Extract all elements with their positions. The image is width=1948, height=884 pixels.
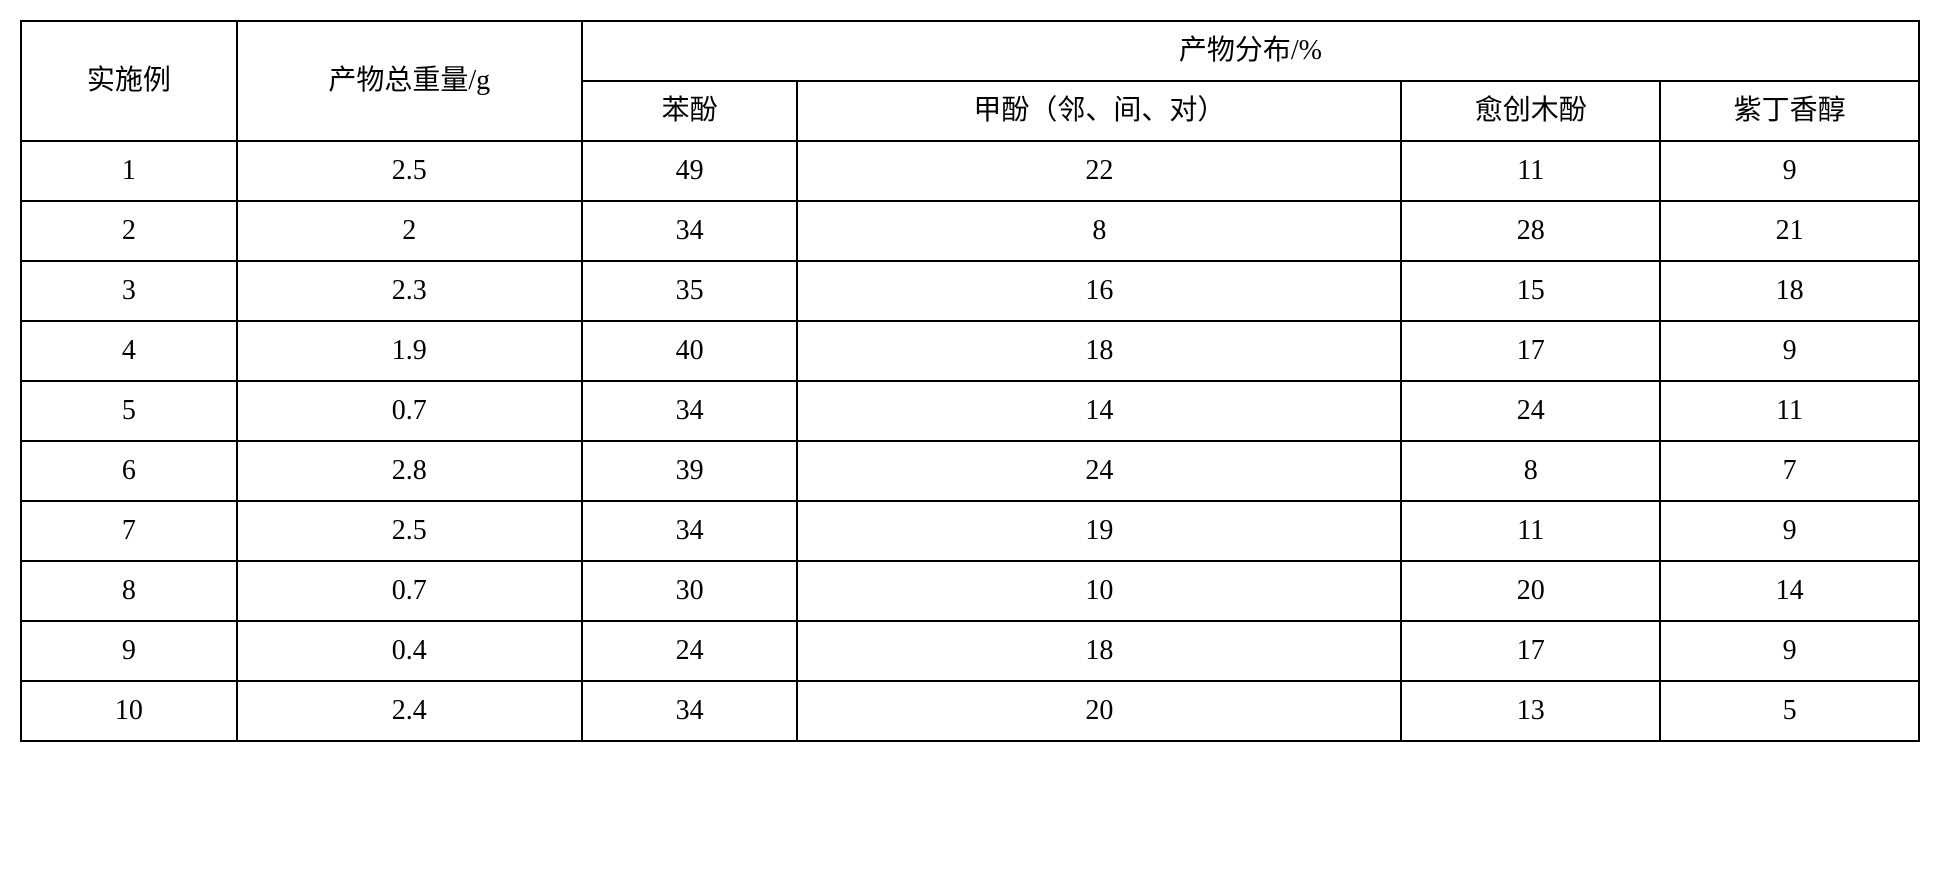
cell-example: 10 (21, 681, 237, 741)
cell-phenol: 35 (582, 261, 798, 321)
cell-example: 3 (21, 261, 237, 321)
cell-phenol: 34 (582, 201, 798, 261)
cell-example: 6 (21, 441, 237, 501)
cell-syringol: 9 (1660, 141, 1919, 201)
cell-cresol: 14 (797, 381, 1401, 441)
cell-guaiacol: 20 (1401, 561, 1660, 621)
cell-example: 8 (21, 561, 237, 621)
cell-guaiacol: 17 (1401, 621, 1660, 681)
header-row-1: 实施例 产物总重量/g 产物分布/% (21, 21, 1919, 81)
cell-guaiacol: 28 (1401, 201, 1660, 261)
cell-cresol: 18 (797, 321, 1401, 381)
cell-weight: 0.7 (237, 381, 582, 441)
cell-weight: 2 (237, 201, 582, 261)
cell-example: 1 (21, 141, 237, 201)
table-row: 5 0.7 34 14 24 11 (21, 381, 1919, 441)
table-row: 9 0.4 24 18 17 9 (21, 621, 1919, 681)
cell-syringol: 9 (1660, 321, 1919, 381)
table-row: 3 2.3 35 16 15 18 (21, 261, 1919, 321)
table-row: 2 2 34 8 28 21 (21, 201, 1919, 261)
header-syringol: 紫丁香醇 (1660, 81, 1919, 141)
cell-syringol: 5 (1660, 681, 1919, 741)
cell-guaiacol: 11 (1401, 141, 1660, 201)
cell-guaiacol: 13 (1401, 681, 1660, 741)
cell-weight: 0.4 (237, 621, 582, 681)
table-row: 4 1.9 40 18 17 9 (21, 321, 1919, 381)
cell-cresol: 8 (797, 201, 1401, 261)
table-body: 1 2.5 49 22 11 9 2 2 34 8 28 21 3 2.3 35… (21, 141, 1919, 741)
cell-guaiacol: 17 (1401, 321, 1660, 381)
header-guaiacol: 愈创木酚 (1401, 81, 1660, 141)
cell-phenol: 34 (582, 381, 798, 441)
cell-syringol: 21 (1660, 201, 1919, 261)
cell-weight: 2.8 (237, 441, 582, 501)
cell-syringol: 9 (1660, 501, 1919, 561)
cell-weight: 1.9 (237, 321, 582, 381)
cell-cresol: 18 (797, 621, 1401, 681)
table-row: 7 2.5 34 19 11 9 (21, 501, 1919, 561)
cell-guaiacol: 24 (1401, 381, 1660, 441)
cell-syringol: 9 (1660, 621, 1919, 681)
cell-phenol: 39 (582, 441, 798, 501)
cell-guaiacol: 8 (1401, 441, 1660, 501)
cell-cresol: 10 (797, 561, 1401, 621)
cell-phenol: 40 (582, 321, 798, 381)
cell-example: 9 (21, 621, 237, 681)
cell-weight: 2.3 (237, 261, 582, 321)
cell-cresol: 24 (797, 441, 1401, 501)
table-row: 6 2.8 39 24 8 7 (21, 441, 1919, 501)
cell-syringol: 18 (1660, 261, 1919, 321)
cell-cresol: 16 (797, 261, 1401, 321)
cell-phenol: 34 (582, 501, 798, 561)
cell-example: 2 (21, 201, 237, 261)
cell-example: 7 (21, 501, 237, 561)
cell-cresol: 22 (797, 141, 1401, 201)
cell-phenol: 49 (582, 141, 798, 201)
table-row: 10 2.4 34 20 13 5 (21, 681, 1919, 741)
cell-guaiacol: 11 (1401, 501, 1660, 561)
header-example: 实施例 (21, 21, 237, 141)
cell-phenol: 24 (582, 621, 798, 681)
cell-syringol: 14 (1660, 561, 1919, 621)
table-row: 1 2.5 49 22 11 9 (21, 141, 1919, 201)
cell-weight: 2.5 (237, 141, 582, 201)
header-cresol: 甲酚（邻、间、对） (797, 81, 1401, 141)
cell-phenol: 34 (582, 681, 798, 741)
cell-example: 4 (21, 321, 237, 381)
cell-cresol: 20 (797, 681, 1401, 741)
cell-phenol: 30 (582, 561, 798, 621)
cell-guaiacol: 15 (1401, 261, 1660, 321)
cell-syringol: 7 (1660, 441, 1919, 501)
data-table: 实施例 产物总重量/g 产物分布/% 苯酚 甲酚（邻、间、对） 愈创木酚 紫丁香… (20, 20, 1920, 742)
cell-weight: 2.5 (237, 501, 582, 561)
table-row: 8 0.7 30 10 20 14 (21, 561, 1919, 621)
header-total-weight: 产物总重量/g (237, 21, 582, 141)
cell-weight: 0.7 (237, 561, 582, 621)
cell-cresol: 19 (797, 501, 1401, 561)
cell-weight: 2.4 (237, 681, 582, 741)
cell-example: 5 (21, 381, 237, 441)
header-phenol: 苯酚 (582, 81, 798, 141)
header-distribution: 产物分布/% (582, 21, 1919, 81)
cell-syringol: 11 (1660, 381, 1919, 441)
